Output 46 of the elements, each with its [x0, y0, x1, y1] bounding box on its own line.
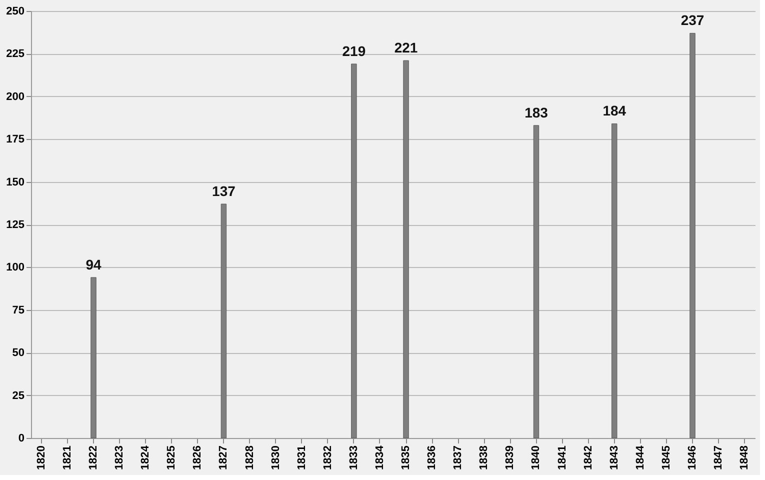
x-tick-label: 1827: [218, 446, 230, 470]
x-tick-label: 1846: [686, 446, 698, 470]
x-tick-label: 1840: [530, 446, 542, 470]
x-tick-label: 1848: [738, 446, 751, 470]
x-tick-label: 1822: [88, 446, 100, 470]
x-tick-label: 1845: [660, 446, 672, 470]
x-tick-label: 1820: [35, 446, 48, 470]
x-tick-label: 1837: [452, 446, 464, 470]
y-tick-label: 225: [6, 48, 24, 60]
x-tick-label: 1847: [712, 446, 725, 470]
data-label: 237: [680, 12, 704, 28]
y-tick-label: 50: [12, 347, 24, 360]
data-label: 221: [394, 40, 418, 56]
y-tick-label: 75: [12, 304, 24, 316]
data-label: 219: [342, 42, 366, 59]
data-label: 183: [524, 104, 548, 120]
data-label: 94: [86, 256, 102, 272]
x-tick-label: 1834: [374, 444, 386, 470]
x-tick-label: 1838: [478, 446, 490, 470]
x-tick-label: 1821: [61, 446, 74, 470]
x-tick-label: 1836: [426, 446, 438, 470]
x-tick-label: 1843: [608, 446, 620, 470]
x-tick-label: 1824: [140, 444, 152, 470]
x-tick-label: 1831: [296, 446, 308, 470]
y-tick-label: 0: [18, 432, 24, 444]
x-tick-label: 1823: [114, 446, 126, 470]
x-tick-label: 1839: [504, 446, 516, 470]
x-tick-label: 1828: [244, 446, 256, 470]
x-tick-label: 1833: [348, 446, 360, 470]
y-tick-label: 200: [6, 90, 24, 103]
x-tick-label: 1832: [322, 446, 334, 470]
x-tick-label: 1830: [270, 446, 282, 470]
y-tick-label: 100: [6, 262, 24, 274]
y-tick-label: 125: [6, 219, 24, 231]
x-tick-label: 1841: [556, 446, 568, 470]
data-label: 184: [602, 102, 626, 119]
y-tick-label: 250: [6, 6, 24, 18]
x-tick-label: 1842: [582, 446, 594, 470]
data-label: 137: [212, 183, 236, 200]
y-tick-label: 150: [6, 176, 24, 188]
x-tick-label: 1825: [166, 446, 178, 470]
y-tick-label: 175: [6, 134, 24, 146]
x-tick-label: 1835: [400, 446, 412, 470]
y-tick-label: 25: [12, 390, 24, 402]
x-tick-label: 1826: [192, 446, 204, 470]
x-tick-label: 1844: [634, 444, 646, 470]
